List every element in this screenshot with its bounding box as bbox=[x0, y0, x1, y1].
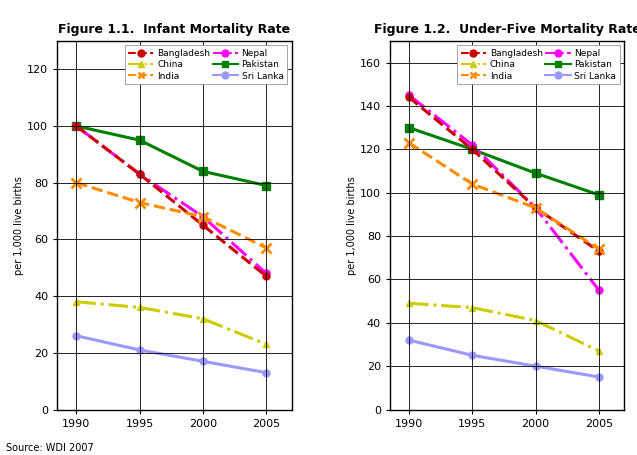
Title: Figure 1.2.  Under-Five Mortality Rate: Figure 1.2. Under-Five Mortality Rate bbox=[374, 23, 637, 35]
Text: Source: WDI 2007: Source: WDI 2007 bbox=[6, 443, 94, 453]
Legend: Bangladesh, China, India, Nepal, Pakistan, Sri Lanka: Bangladesh, China, India, Nepal, Pakista… bbox=[457, 46, 620, 84]
Legend: Bangladesh, China, India, Nepal, Pakistan, Sri Lanka: Bangladesh, China, India, Nepal, Pakista… bbox=[124, 46, 287, 84]
Y-axis label: per 1,000 live births: per 1,000 live births bbox=[15, 176, 24, 275]
Y-axis label: per 1,000 live births: per 1,000 live births bbox=[347, 176, 357, 275]
Title: Figure 1.1.  Infant Mortality Rate: Figure 1.1. Infant Mortality Rate bbox=[59, 23, 290, 35]
